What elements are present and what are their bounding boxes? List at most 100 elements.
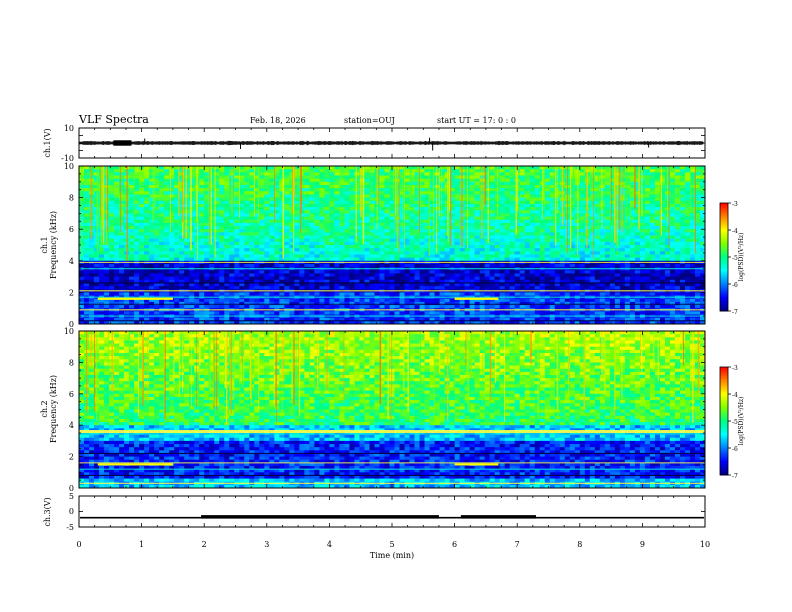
spectrogram-cell (239, 184, 245, 189)
spectrogram-cell (214, 263, 220, 268)
spectrogram-cell (239, 203, 245, 208)
spectrogram-cell (139, 178, 145, 183)
spectrogram-cell (284, 219, 290, 224)
spectrogram-cell (424, 273, 430, 277)
spectrogram-cell (554, 219, 561, 224)
spectrogram-cell (689, 203, 696, 208)
spectrogram-cell (554, 226, 561, 230)
spectrogram-cell (139, 282, 145, 287)
ch1-waveform-ylabel: ch.1(V) (43, 128, 52, 157)
spectrogram-cell (509, 270, 516, 274)
spectrogram-cell (529, 257, 536, 262)
spectrogram-cell (284, 251, 290, 255)
spectrogram-cell (324, 238, 330, 243)
spectrogram-cell (149, 235, 155, 240)
spectrogram-cell (384, 213, 390, 217)
spectrogram-cell (634, 263, 641, 268)
spectrogram-cell (449, 232, 455, 236)
spectrogram-cell (499, 166, 506, 170)
spectrogram-cell (694, 276, 701, 281)
spectrogram-cell (309, 172, 315, 176)
spectrogram-cell (594, 194, 601, 198)
spectrogram-cell (289, 263, 295, 268)
spectrogram-cell (679, 248, 686, 252)
spectrogram-cell (429, 213, 435, 217)
spectrogram-cell (259, 273, 265, 277)
spectrogram-cell (144, 184, 150, 189)
spectrogram-cell (279, 229, 285, 233)
spectrogram-cell (624, 191, 631, 195)
spectrogram-cell (244, 210, 250, 214)
spectrogram-cell (234, 254, 240, 259)
spectrogram-cell (554, 232, 561, 236)
spectrogram-cell (214, 213, 220, 217)
spectrogram-cell (594, 232, 601, 236)
spectrogram-cell (664, 270, 671, 274)
spectrogram-cell (574, 282, 581, 287)
spectrogram-cell (619, 263, 626, 268)
spectrogram-cell (519, 191, 526, 195)
spectrogram-cell (474, 219, 481, 224)
spectrogram-cell (269, 276, 275, 281)
spectrogram-cell (594, 245, 601, 249)
spectrogram-cell (519, 226, 526, 230)
spectrogram-cell (509, 188, 516, 192)
spectrogram-cell (84, 222, 90, 227)
spectrogram-cell (219, 184, 225, 189)
spectrogram-cell (354, 169, 360, 173)
spectrogram-cell (434, 188, 440, 192)
spectrogram-cell (119, 232, 125, 236)
spectrogram-cell (549, 210, 556, 214)
spectrogram-cell (584, 273, 591, 277)
spectrogram-cell (634, 203, 641, 208)
spectrogram-cell (164, 169, 170, 173)
spectrogram-cell (214, 254, 220, 259)
spectrogram-cell (624, 184, 631, 189)
spectrogram-cell (204, 270, 210, 274)
spectrogram-cell (324, 270, 330, 274)
spectrogram-cell (644, 216, 651, 221)
spectrogram-cell (434, 194, 440, 198)
spectrogram-cell (664, 276, 671, 281)
spectrogram-cell (284, 232, 290, 236)
spectrogram-cell (249, 169, 255, 173)
spectrogram-cell (119, 238, 125, 243)
spectrogram-cell (324, 175, 330, 180)
spectrogram-cell (344, 172, 350, 176)
spectrogram-cell (84, 194, 90, 198)
spectrogram-cell (689, 279, 696, 284)
spectrogram-cell (334, 232, 340, 236)
spectrogram-cell (359, 181, 365, 186)
spectrogram-cell (219, 257, 225, 262)
spectrogram-cell (484, 200, 491, 205)
spectrogram-cell (659, 248, 666, 252)
spectrogram-cell (294, 235, 300, 240)
spectrogram-cell (309, 248, 315, 252)
spectrogram-cell (669, 263, 676, 268)
spectrogram-cell (189, 203, 195, 208)
spectrogram-cell (324, 191, 330, 195)
spectrogram-cell (674, 175, 681, 180)
spectrogram-cell (429, 257, 435, 262)
spectrogram-cell (334, 245, 340, 249)
spectrogram-cell (84, 238, 90, 243)
spectrogram-cell (129, 194, 135, 198)
spectrogram-cell (264, 279, 270, 284)
spectrogram-cell (594, 169, 601, 173)
spectrogram-cell (354, 178, 360, 183)
spectrogram-cell (84, 248, 90, 252)
spectrogram-cell (509, 257, 516, 262)
spectrogram-cell (514, 229, 521, 233)
spectrogram-cell (644, 235, 651, 240)
spectrogram-cell (274, 213, 280, 217)
spectrogram-cell (409, 241, 415, 246)
spectrogram-cell (684, 235, 691, 240)
spectrogram-cell (474, 270, 481, 274)
spectrogram-cell (484, 210, 491, 214)
spectrogram-cell (454, 207, 461, 211)
spectrogram-cell (144, 276, 150, 281)
spectrogram-cell (389, 232, 395, 236)
spectrogram-cell (204, 175, 210, 180)
spectrogram-cell (654, 188, 661, 192)
spectrogram-cell (299, 241, 305, 246)
